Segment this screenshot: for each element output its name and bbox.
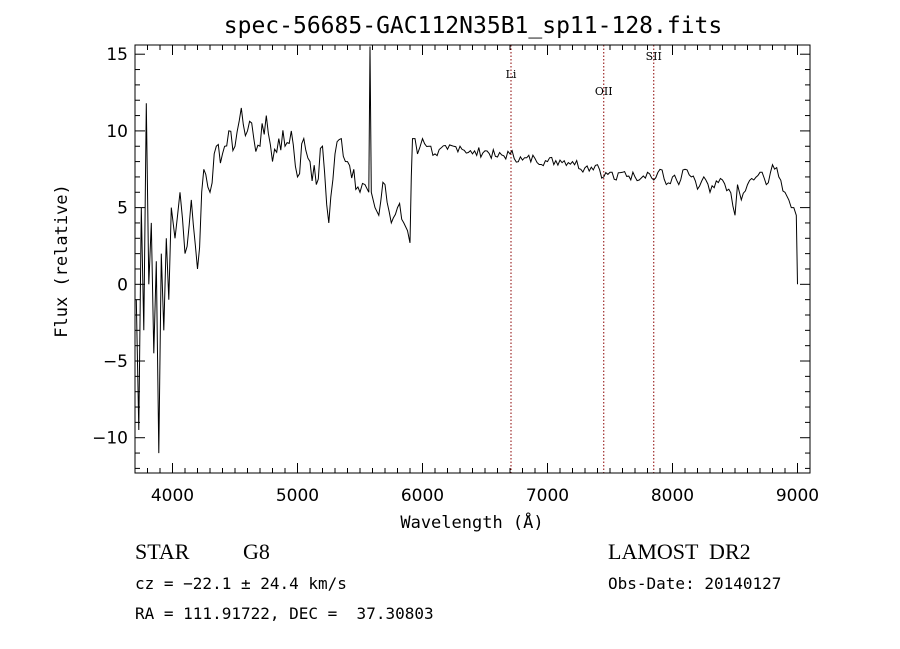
spectrum-chart: spec-56685-GAC112N35B1_sp11-128.fits Li O…: [52, 13, 819, 533]
spectral-line-markers: Li OII SII: [506, 45, 662, 473]
line-label-li: Li: [506, 68, 517, 81]
x-tick-label: 5000: [276, 486, 319, 506]
x-axis: 4000 5000 6000 7000 8000 9000: [134, 45, 819, 506]
y-axis: −10 −5 0 5 10 15: [92, 45, 810, 469]
y-tick-label: −10: [92, 429, 128, 449]
y-tick-label: 0: [117, 275, 128, 295]
x-tick-label: 6000: [401, 486, 444, 506]
ra-dec-coordinates: RA = 111.91722, DEC = 37.30803: [135, 604, 434, 623]
y-tick-label: −5: [103, 352, 128, 372]
redshift-cz: cz = −22.1 ± 24.4 km/s: [135, 574, 347, 593]
spectrum-series-line: [135, 46, 798, 454]
x-tick-label: 4000: [151, 486, 194, 506]
survey-name: LAMOST DR2: [608, 539, 751, 564]
object-type: STAR: [135, 539, 190, 564]
x-tick-label: 8000: [651, 486, 694, 506]
x-tick-label: 7000: [526, 486, 569, 506]
x-axis-label: Wavelength (Å): [400, 511, 543, 533]
line-label-oii: OII: [595, 85, 613, 98]
y-tick-label: 15: [106, 45, 128, 65]
x-tick-label: 9000: [776, 486, 819, 506]
observation-date: Obs-Date: 20140127: [608, 574, 782, 593]
spectral-subclass: G8: [243, 539, 270, 564]
y-axis-label: Flux (relative): [52, 184, 72, 338]
plot-frame: [134, 44, 811, 474]
y-tick-label: 5: [117, 199, 128, 219]
y-tick-label: 10: [106, 122, 128, 142]
line-label-sii: SII: [646, 50, 662, 63]
chart-title: spec-56685-GAC112N35B1_sp11-128.fits: [224, 13, 723, 39]
